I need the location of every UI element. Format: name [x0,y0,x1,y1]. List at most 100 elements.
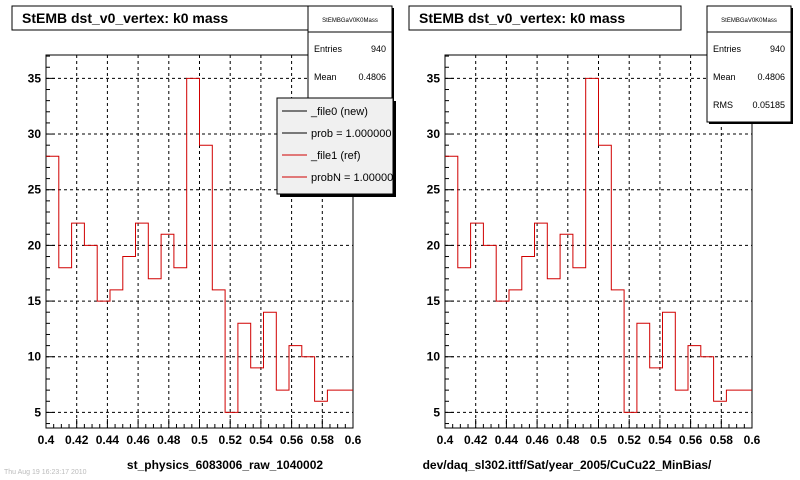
histogram-bin [327,389,340,391]
x-tick-label: 0.44 [495,433,519,447]
stats-value: 0.4806 [757,72,785,82]
stats-title: StEMBGaV0K0Mass [322,18,378,24]
stats-box [307,5,393,103]
legend-entry-label: probN = 1.000000 [311,172,399,184]
histogram-bin [72,222,85,224]
legend-entry-label: prob = 1.000000 [311,128,391,140]
x-tick-label: 0.52 [618,433,642,447]
histogram-bin [675,389,688,391]
stats-value: 0.4806 [358,72,386,82]
x-tick-label: 0.56 [679,433,703,447]
histogram-bin [212,289,225,291]
right-histogram-panel: 0.4 0.42 0.44 0.46 0.48 0.5 0.52 0.54 0.56 0.58 0.… [408,5,793,472]
histogram-bin [650,367,663,369]
histogram-bin [123,256,136,258]
histogram-bin [471,222,484,224]
histogram-bin [522,256,535,258]
histogram-bin [688,345,701,347]
x-tick-label: 0.4 [38,433,55,447]
histogram-bin [599,144,612,146]
x-tick-label: 0.5 [590,433,607,447]
histogram-bin [148,278,161,280]
y-tick-label: 15 [427,294,441,308]
y-tick-label: 5 [433,405,440,419]
histogram-bin [136,222,149,224]
x-tick-label: 0.52 [219,433,243,447]
histogram-bin [637,322,650,324]
title-box [11,5,309,31]
stats-box [706,5,792,123]
histogram-bin [251,367,264,369]
stats-label: Mean [314,72,337,82]
y-tick-label: 35 [427,71,441,85]
histogram-bin [289,345,302,347]
histogram-bin [276,389,289,391]
legend-entry-label: _file0 (new) [310,106,368,118]
histogram-bin [84,244,97,246]
y-tick-label: 30 [427,127,441,141]
legend: _file0 (new) prob = 1.000000 _file1 (ref) p… [282,106,399,184]
x-tick-label: 0.46 [525,433,549,447]
x-tick-label: 0.46 [126,433,150,447]
histogram-bin [739,389,752,391]
histogram-bin [225,411,238,413]
histogram-bin [509,289,522,291]
y-tick-label: 35 [28,71,42,85]
histogram-bin [560,233,573,235]
y-tick-label: 25 [28,183,42,197]
stats-label: Entries [713,44,742,54]
stats-value: 0.05185 [752,100,785,110]
histogram-bin [238,322,251,324]
histogram-bin [59,267,72,269]
stats-value: 940 [770,44,785,54]
histogram-bin [496,300,509,302]
x-tick-label: 0.58 [311,433,335,447]
stats-label: Mean [713,72,736,82]
histogram-bin [174,267,187,269]
x-tick-label: 0.6 [744,433,761,447]
x-tick-label: 0.4 [437,433,454,447]
left-histogram-panel: 0.4 0.42 0.44 0.46 0.48 0.5 0.52 0.54 0.56 0.58 0.… [11,5,399,472]
chart-title: StEMB dst_v0_vertex: k0 mass [419,10,625,26]
x-tick-label: 0.56 [280,433,304,447]
histogram-bin [46,155,59,157]
legend-box [276,97,394,195]
histogram-bin [200,144,213,146]
title-box [408,5,682,31]
histogram-bin [573,267,586,269]
x-tick-label: 0.42 [464,433,488,447]
histogram-bin [458,267,471,269]
histogram-bin [187,77,200,79]
histogram-bin [611,289,624,291]
histogram-bin [315,400,328,402]
histogram-bin [340,389,353,391]
legend-entry-label: _file1 (ref) [310,150,361,162]
x-tick-label: 0.58 [710,433,734,447]
y-tick-label: 25 [427,183,441,197]
y-tick-label: 5 [34,405,41,419]
stats-label: RMS [713,100,733,110]
x-tick-label: 0.44 [96,433,120,447]
histogram-bin [662,311,675,313]
histogram-bin [586,77,599,79]
x-tick-label: 0.54 [249,433,273,447]
histogram-bin [110,289,123,291]
histogram-bin [483,244,496,246]
histogram-bin [302,356,315,358]
x-axis-label: st_physics_6083006_raw_1040002 [127,458,323,472]
histogram-bin [263,311,276,313]
histogram-series-line [445,77,752,413]
y-tick-label: 10 [28,350,42,364]
x-tick-label: 0.54 [648,433,672,447]
histogram-bin [445,155,458,157]
y-tick-label: 20 [28,238,42,252]
stats-value: 940 [371,44,386,54]
chart-title: StEMB dst_v0_vertex: k0 mass [22,10,228,26]
x-axis-label: dev/daq_sl302.ittf/Sat/year_2005/CuCu22_… [423,458,712,472]
histogram-bin [547,278,560,280]
x-tick-label: 0.48 [556,433,580,447]
y-tick-label: 15 [28,294,42,308]
histogram-bin [161,233,174,235]
histogram-bin [97,300,110,302]
